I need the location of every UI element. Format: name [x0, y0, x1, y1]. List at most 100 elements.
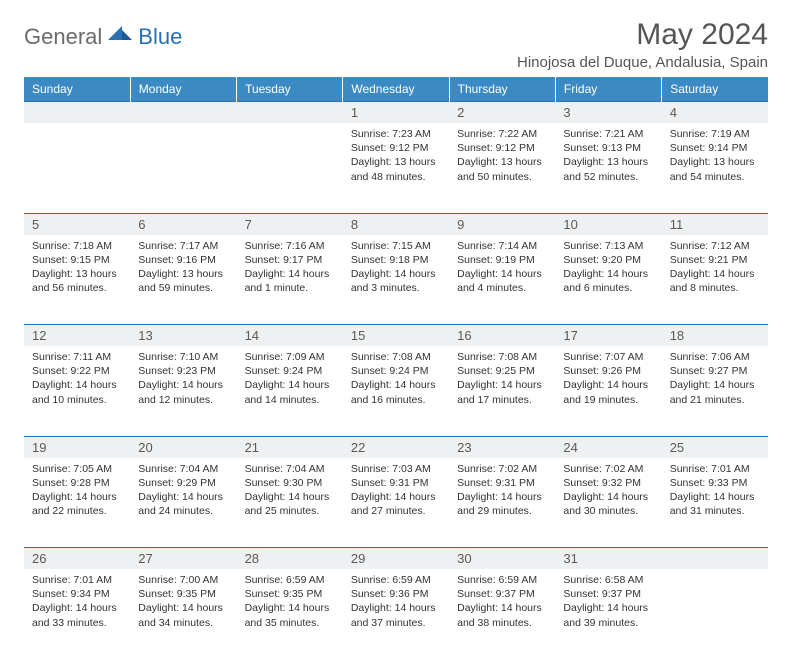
day-number: 8: [343, 214, 449, 235]
day-data: Sunrise: 7:12 AMSunset: 9:21 PMDaylight:…: [662, 235, 768, 302]
day-number-cell: 4: [662, 102, 768, 124]
day-number-cell: 22: [343, 436, 449, 458]
day-data-cell: Sunrise: 7:18 AMSunset: 9:15 PMDaylight:…: [24, 235, 130, 325]
day-number-cell: 20: [130, 436, 236, 458]
day-data-cell: Sunrise: 7:08 AMSunset: 9:25 PMDaylight:…: [449, 346, 555, 436]
day-number-row: 1234: [24, 102, 768, 124]
day-number-cell: 21: [237, 436, 343, 458]
weekday-header: Monday: [130, 77, 236, 102]
day-data-cell: Sunrise: 7:22 AMSunset: 9:12 PMDaylight:…: [449, 123, 555, 213]
day-data-cell: Sunrise: 7:02 AMSunset: 9:32 PMDaylight:…: [555, 458, 661, 548]
day-data: [24, 123, 130, 133]
day-number-cell: [237, 102, 343, 124]
weekday-header: Thursday: [449, 77, 555, 102]
day-data-cell: Sunrise: 7:14 AMSunset: 9:19 PMDaylight:…: [449, 235, 555, 325]
day-data: Sunrise: 7:21 AMSunset: 9:13 PMDaylight:…: [555, 123, 661, 190]
day-number-row: 12131415161718: [24, 325, 768, 347]
day-data: Sunrise: 7:16 AMSunset: 9:17 PMDaylight:…: [237, 235, 343, 302]
day-data-cell: Sunrise: 7:08 AMSunset: 9:24 PMDaylight:…: [343, 346, 449, 436]
day-data: Sunrise: 7:23 AMSunset: 9:12 PMDaylight:…: [343, 123, 449, 190]
day-number: 28: [237, 548, 343, 569]
day-data-cell: Sunrise: 7:04 AMSunset: 9:30 PMDaylight:…: [237, 458, 343, 548]
day-data-cell: [24, 123, 130, 213]
day-data-row: Sunrise: 7:23 AMSunset: 9:12 PMDaylight:…: [24, 123, 768, 213]
day-data-cell: Sunrise: 7:21 AMSunset: 9:13 PMDaylight:…: [555, 123, 661, 213]
weekday-header: Sunday: [24, 77, 130, 102]
day-data-cell: Sunrise: 6:58 AMSunset: 9:37 PMDaylight:…: [555, 569, 661, 659]
day-number: 9: [449, 214, 555, 235]
day-number-cell: 2: [449, 102, 555, 124]
logo-mark-icon: [108, 26, 134, 49]
day-number: 26: [24, 548, 130, 569]
day-data-row: Sunrise: 7:05 AMSunset: 9:28 PMDaylight:…: [24, 458, 768, 548]
day-number: 15: [343, 325, 449, 346]
day-data: Sunrise: 7:08 AMSunset: 9:24 PMDaylight:…: [343, 346, 449, 413]
day-data: Sunrise: 7:18 AMSunset: 9:15 PMDaylight:…: [24, 235, 130, 302]
logo: General Blue: [24, 24, 182, 50]
day-number-cell: 15: [343, 325, 449, 347]
day-number-cell: 17: [555, 325, 661, 347]
day-data: Sunrise: 7:14 AMSunset: 9:19 PMDaylight:…: [449, 235, 555, 302]
day-number-cell: 14: [237, 325, 343, 347]
day-data: Sunrise: 7:08 AMSunset: 9:25 PMDaylight:…: [449, 346, 555, 413]
day-data-cell: Sunrise: 7:09 AMSunset: 9:24 PMDaylight:…: [237, 346, 343, 436]
day-number: 14: [237, 325, 343, 346]
day-number: 4: [662, 102, 768, 123]
day-number: 7: [237, 214, 343, 235]
day-data-cell: Sunrise: 7:17 AMSunset: 9:16 PMDaylight:…: [130, 235, 236, 325]
day-number: 23: [449, 437, 555, 458]
weekday-header: Friday: [555, 77, 661, 102]
day-data: Sunrise: 7:10 AMSunset: 9:23 PMDaylight:…: [130, 346, 236, 413]
day-number-cell: 16: [449, 325, 555, 347]
day-data-cell: [130, 123, 236, 213]
day-number-cell: 1: [343, 102, 449, 124]
day-number: 10: [555, 214, 661, 235]
day-number-cell: 5: [24, 213, 130, 235]
day-data: Sunrise: 7:02 AMSunset: 9:31 PMDaylight:…: [449, 458, 555, 525]
day-number-cell: 7: [237, 213, 343, 235]
day-number: 24: [555, 437, 661, 458]
title-block: May 2024 Hinojosa del Duque, Andalusia, …: [517, 18, 768, 71]
day-data-cell: Sunrise: 7:11 AMSunset: 9:22 PMDaylight:…: [24, 346, 130, 436]
day-number-cell: 31: [555, 548, 661, 570]
day-number-row: 19202122232425: [24, 436, 768, 458]
day-number-cell: 18: [662, 325, 768, 347]
day-data: Sunrise: 7:03 AMSunset: 9:31 PMDaylight:…: [343, 458, 449, 525]
day-data-cell: Sunrise: 6:59 AMSunset: 9:36 PMDaylight:…: [343, 569, 449, 659]
day-number: 27: [130, 548, 236, 569]
day-data-cell: Sunrise: 7:01 AMSunset: 9:33 PMDaylight:…: [662, 458, 768, 548]
day-data: Sunrise: 7:19 AMSunset: 9:14 PMDaylight:…: [662, 123, 768, 190]
day-number: 19: [24, 437, 130, 458]
day-data-cell: Sunrise: 6:59 AMSunset: 9:37 PMDaylight:…: [449, 569, 555, 659]
day-data-cell: Sunrise: 7:23 AMSunset: 9:12 PMDaylight:…: [343, 123, 449, 213]
day-number: [237, 102, 343, 123]
header: General Blue May 2024 Hinojosa del Duque…: [24, 18, 768, 71]
day-data: Sunrise: 7:11 AMSunset: 9:22 PMDaylight:…: [24, 346, 130, 413]
day-data: Sunrise: 7:09 AMSunset: 9:24 PMDaylight:…: [237, 346, 343, 413]
day-data: Sunrise: 7:02 AMSunset: 9:32 PMDaylight:…: [555, 458, 661, 525]
day-data-cell: Sunrise: 7:03 AMSunset: 9:31 PMDaylight:…: [343, 458, 449, 548]
day-number: 11: [662, 214, 768, 235]
day-number: 3: [555, 102, 661, 123]
day-data-row: Sunrise: 7:18 AMSunset: 9:15 PMDaylight:…: [24, 235, 768, 325]
day-number-cell: 23: [449, 436, 555, 458]
day-number-cell: 6: [130, 213, 236, 235]
day-data-cell: Sunrise: 7:13 AMSunset: 9:20 PMDaylight:…: [555, 235, 661, 325]
day-number-cell: 26: [24, 548, 130, 570]
day-data: Sunrise: 6:59 AMSunset: 9:37 PMDaylight:…: [449, 569, 555, 636]
location: Hinojosa del Duque, Andalusia, Spain: [517, 54, 768, 71]
day-number-cell: [662, 548, 768, 570]
day-number-cell: 12: [24, 325, 130, 347]
day-data-row: Sunrise: 7:01 AMSunset: 9:34 PMDaylight:…: [24, 569, 768, 659]
day-number-cell: 3: [555, 102, 661, 124]
day-number: 16: [449, 325, 555, 346]
weekday-header-row: SundayMondayTuesdayWednesdayThursdayFrid…: [24, 77, 768, 102]
day-data-cell: Sunrise: 7:15 AMSunset: 9:18 PMDaylight:…: [343, 235, 449, 325]
day-number-row: 262728293031: [24, 548, 768, 570]
day-number: 22: [343, 437, 449, 458]
day-number: 13: [130, 325, 236, 346]
day-data: Sunrise: 7:06 AMSunset: 9:27 PMDaylight:…: [662, 346, 768, 413]
day-number-cell: 10: [555, 213, 661, 235]
day-data: Sunrise: 6:58 AMSunset: 9:37 PMDaylight:…: [555, 569, 661, 636]
month-title: May 2024: [517, 18, 768, 52]
